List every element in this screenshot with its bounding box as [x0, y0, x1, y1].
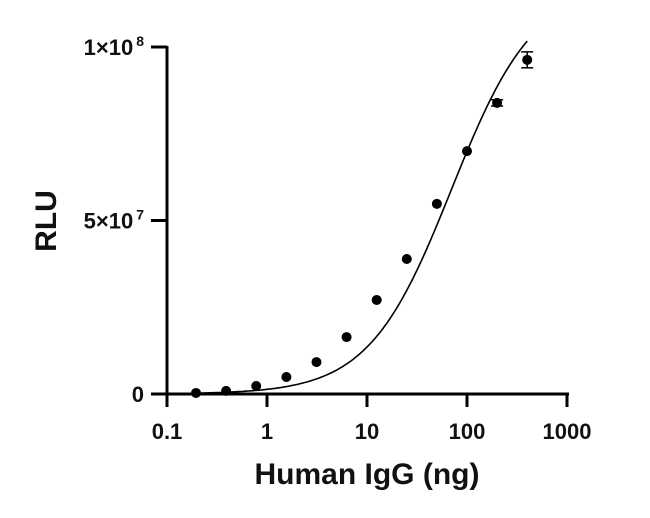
data-point: [281, 371, 292, 382]
x-axis-title: Human IgG (ng): [255, 458, 480, 491]
x-tick-label: 10: [355, 419, 379, 444]
y-tick-label: 0: [132, 382, 144, 407]
data-point: [462, 146, 472, 157]
axes: [151, 46, 569, 396]
x-ticks: 0.1 1 10 100 1000: [152, 394, 592, 444]
fit-curve: [194, 40, 528, 394]
y-axis-title: RLU: [30, 190, 63, 252]
data-point: [371, 294, 382, 305]
data-point: [191, 387, 202, 398]
data-point: [251, 381, 262, 392]
data-points: [191, 54, 533, 398]
data-point: [221, 385, 232, 396]
x-tick-label: 1: [261, 419, 273, 444]
data-point: [492, 97, 503, 108]
data-point: [401, 254, 412, 265]
y-tick-label: 5×10 7: [84, 207, 145, 234]
data-point: [522, 54, 533, 65]
y-tick-label: 1×10 8: [84, 33, 145, 60]
x-tick-label: 1000: [543, 419, 592, 444]
data-point: [341, 332, 352, 343]
y-ticks: 0 5×10 7 1×10 8: [84, 33, 167, 407]
x-tick-label: 0.1: [152, 419, 183, 444]
data-point: [311, 357, 322, 368]
x-tick-label: 100: [449, 419, 486, 444]
data-point: [431, 198, 442, 209]
